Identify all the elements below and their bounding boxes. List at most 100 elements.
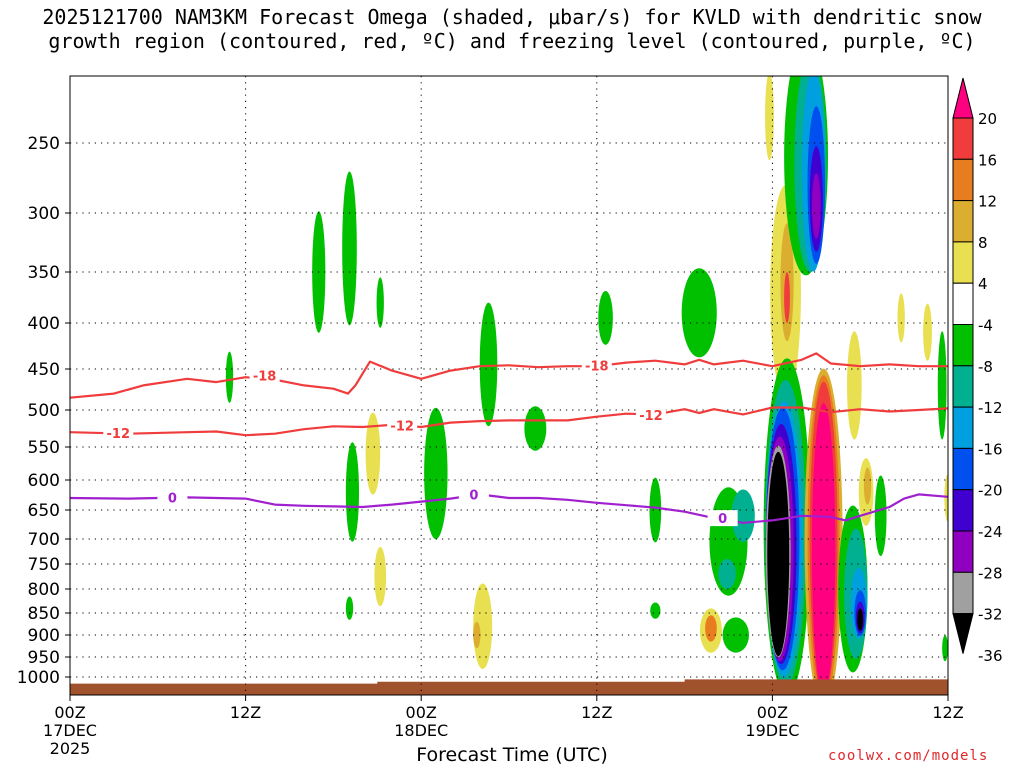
y-tick-label: 750	[28, 555, 60, 575]
contour-labels: -18 -18 -12 -12 -12 0 0 0	[103, 357, 738, 527]
contour-label-bg	[635, 407, 666, 424]
omega-cell	[767, 451, 790, 657]
contour-label: -12	[390, 420, 414, 435]
plot-frame	[69, 75, 949, 696]
omega-cell	[424, 407, 448, 540]
grid-lines	[69, 76, 949, 695]
omega-cell	[365, 412, 381, 495]
y-tick-label: 1000	[17, 668, 60, 688]
omega-cell	[225, 351, 234, 403]
omega-shading	[70, 76, 948, 695]
colorbar-label: 12	[978, 193, 997, 211]
omega-cell	[863, 467, 872, 505]
chart-title-line-2: growth region (contoured, red, ºC) and f…	[48, 29, 976, 53]
omega-cell	[650, 602, 661, 619]
colorbar-legend: 20 16 12 8 4 -4 -8 -12 -16 -20 -24 -28 -32 -36	[952, 77, 1003, 665]
x-tick-label: 12Z	[581, 703, 612, 722]
chart-title-line-1: 2025121700 NAM3KM Forecast Omega (shaded…	[42, 5, 982, 29]
y-axis: 250 300 350 400 450 500 550 600 650 700 750 800 850 9…	[17, 134, 70, 688]
colorbar-label: -16	[978, 440, 1003, 458]
y-tick-label: 350	[28, 263, 60, 283]
x-tick-date: 17DEC	[43, 721, 97, 740]
contour-line	[70, 406, 948, 437]
contour-line	[70, 493, 948, 524]
site-credit: coolwx.com/models	[828, 748, 989, 764]
contour-label-bg	[458, 486, 489, 503]
y-tick-label: 500	[28, 401, 60, 421]
colorbar-swatch	[952, 530, 974, 573]
omega-cell	[847, 331, 862, 440]
contour-label: -18	[253, 370, 277, 385]
omega-cell	[681, 268, 717, 358]
colorbar-swatch	[952, 77, 974, 119]
colorbar-swatch	[952, 489, 974, 532]
omega-cell	[722, 617, 749, 653]
y-tick-label: 450	[28, 360, 60, 380]
y-tick-label: 850	[28, 604, 60, 624]
contour-label: 0	[168, 491, 177, 506]
colorbar-swatch	[952, 613, 974, 654]
colorbar-label: 8	[978, 234, 988, 252]
omega-cell	[731, 489, 755, 543]
ground-terrain	[70, 679, 948, 695]
y-tick-label: 250	[28, 134, 60, 154]
contour-label-bg	[157, 489, 188, 506]
colorbar-swatch	[952, 365, 974, 408]
omega-cell	[479, 302, 498, 427]
omega-cell	[765, 76, 774, 161]
omega-cell	[342, 171, 357, 326]
contour-label: -12	[639, 409, 663, 424]
colorbar-label: -20	[978, 482, 1003, 500]
omega-cell	[598, 290, 613, 345]
omega-cell	[376, 277, 384, 328]
y-tick-label: 950	[28, 648, 60, 668]
x-tick-label: 00Z	[54, 703, 85, 722]
colorbar-label: -24	[978, 523, 1003, 541]
colorbar-swatch	[952, 158, 974, 202]
y-tick-label: 600	[28, 471, 60, 491]
omega-cell	[811, 173, 821, 239]
x-axis-title: Forecast Time (UTC)	[416, 744, 608, 766]
contour-label: -18	[585, 359, 609, 374]
colorbar-label: -4	[978, 317, 993, 335]
colorbar-swatch	[952, 571, 974, 615]
y-tick-label: 800	[28, 580, 60, 600]
colorbar-label: -8	[978, 358, 993, 376]
omega-cell	[718, 559, 736, 589]
omega-cell	[942, 635, 948, 662]
omega-cell	[784, 272, 790, 323]
colorbar-swatch	[952, 324, 974, 367]
colorbar-label: -32	[978, 606, 1003, 624]
y-tick-label: 300	[28, 204, 60, 224]
colorbar-swatch	[952, 282, 974, 326]
x-tick-label: 00Z	[406, 703, 437, 722]
x-tick-year: 2025	[50, 739, 91, 758]
y-tick-label: 650	[28, 501, 60, 521]
contour-label: -12	[107, 427, 131, 442]
x-tick-label: 12Z	[932, 703, 963, 722]
colorbar-label: 16	[978, 151, 997, 169]
omega-cell	[345, 442, 360, 542]
contour-label-bg	[707, 510, 738, 527]
colorbar-swatch	[952, 200, 974, 243]
omega-cell	[811, 403, 836, 695]
omega-cell	[874, 475, 887, 557]
y-tick-label: 700	[28, 530, 60, 550]
omega-cell	[705, 615, 717, 642]
omega-cell	[897, 293, 905, 343]
contour-label: 0	[469, 488, 478, 503]
x-tick-date: 18DEC	[394, 721, 448, 740]
omega-cell	[937, 331, 947, 440]
colorbar-label: -28	[978, 564, 1003, 582]
colorbar-swatch	[952, 117, 974, 160]
contour-label-bg	[249, 367, 280, 384]
y-tick-label: 400	[28, 314, 60, 334]
x-tick-label: 00Z	[757, 703, 788, 722]
omega-cell	[473, 621, 481, 649]
colorbar-swatch	[952, 241, 974, 284]
contour-label: 0	[718, 512, 727, 527]
y-tick-label: 550	[28, 438, 60, 458]
x-tick-label: 12Z	[230, 703, 261, 722]
